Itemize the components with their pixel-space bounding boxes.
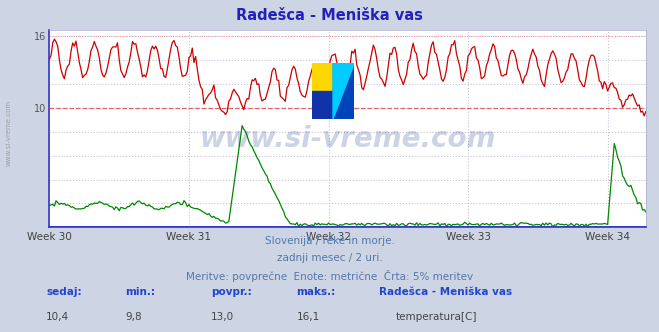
Text: 13,0: 13,0 xyxy=(211,312,234,322)
Bar xyxy=(333,91,355,119)
Text: www.si-vreme.com: www.si-vreme.com xyxy=(5,100,12,166)
Text: sedaj:: sedaj: xyxy=(46,287,82,297)
Text: povpr.:: povpr.: xyxy=(211,287,252,297)
Text: Radešca - Meniška vas: Radešca - Meniška vas xyxy=(236,8,423,23)
Text: Meritve: povprečne  Enote: metrične  Črta: 5% meritev: Meritve: povprečne Enote: metrične Črta:… xyxy=(186,270,473,282)
Text: 9,8: 9,8 xyxy=(125,312,142,322)
Bar xyxy=(312,91,333,119)
Text: www.si-vreme.com: www.si-vreme.com xyxy=(200,124,496,152)
Text: Slovenija / reke in morje.: Slovenija / reke in morje. xyxy=(264,236,395,246)
Text: zadnji mesec / 2 uri.: zadnji mesec / 2 uri. xyxy=(277,253,382,263)
Bar xyxy=(333,63,355,91)
Text: min.:: min.: xyxy=(125,287,156,297)
Text: 10,4: 10,4 xyxy=(46,312,69,322)
Text: 16,1: 16,1 xyxy=(297,312,320,322)
Text: maks.:: maks.: xyxy=(297,287,336,297)
Polygon shape xyxy=(333,63,355,119)
Text: temperatura[C]: temperatura[C] xyxy=(395,312,477,322)
Polygon shape xyxy=(333,63,355,119)
Text: Radešca - Meniška vas: Radešca - Meniška vas xyxy=(379,287,512,297)
Bar xyxy=(312,63,333,91)
